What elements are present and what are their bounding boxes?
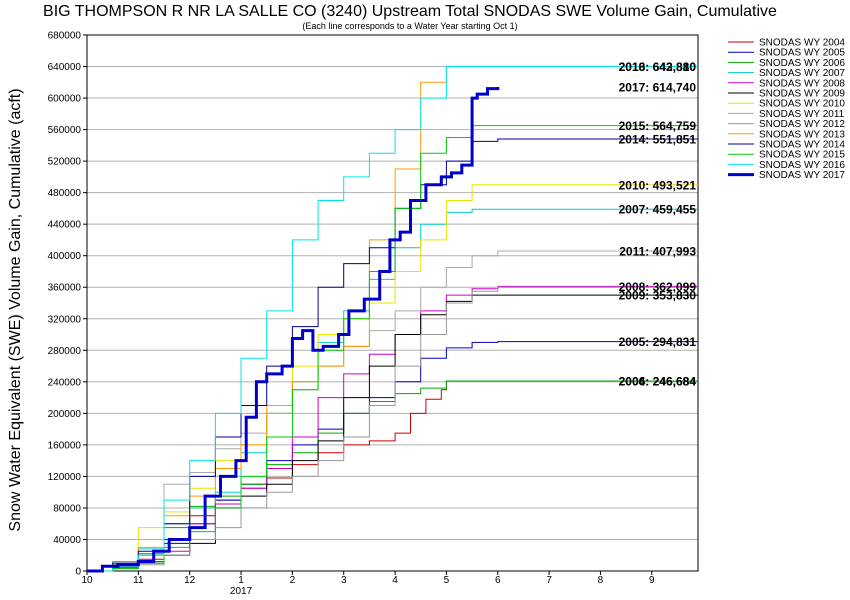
legend-label: SNODAS WY 2014 (759, 140, 845, 151)
x-tick-label: 12 (184, 575, 196, 586)
legend-label: SNODAS WY 2006 (759, 58, 845, 69)
series-end-label: 2013: 643,810 (619, 60, 697, 74)
series-line-snodas-wy-2011 (87, 250, 698, 572)
y-tick-label: 320000 (48, 314, 82, 325)
legend-label: SNODAS WY 2005 (759, 48, 845, 59)
y-tick-label: 280000 (48, 346, 82, 357)
y-tick-label: 600000 (48, 94, 82, 105)
x-tick-label: 3 (341, 575, 347, 586)
y-tick-label: 120000 (48, 472, 82, 483)
legend-label: SNODAS WY 2007 (759, 68, 845, 79)
series-end-label: 2009: 353,830 (619, 289, 697, 303)
axes: 0 40000 80000 120000 160000 200000 240000 28000… (48, 31, 699, 597)
x-tick-label: 8 (598, 575, 604, 586)
legend-label: SNODAS WY 2012 (759, 119, 845, 130)
x-tick-label: 1 (238, 575, 244, 586)
series-end-label: 2011: 407,993 (619, 244, 696, 258)
series-end-label: 2015: 564,759 (619, 119, 697, 133)
series-line-snodas-wy-2009 (87, 294, 698, 572)
y-tick-label: 0 (75, 567, 81, 578)
x-tick-label: 7 (546, 575, 552, 586)
series-line-snodas-wy-2005 (87, 341, 698, 572)
chart-subtitle: (Each line corresponds to a Water Year s… (302, 21, 517, 31)
x-tick-label: 4 (392, 575, 398, 586)
y-tick-label: 240000 (48, 377, 82, 388)
series-end-label: 2017: 614,740 (619, 81, 697, 95)
plot-frame (86, 34, 699, 572)
series-lines (87, 66, 698, 573)
series-line-snodas-wy-2008 (87, 285, 698, 572)
series-line-snodas-wy-2014 (87, 138, 698, 572)
x-tick-label: 10 (81, 575, 93, 586)
series-end-label: 2014: 551,851 (619, 133, 697, 147)
y-axis-label: Snow Water Equivalent (SWE) Volume Gain,… (7, 88, 24, 531)
series-line-snodas-wy-2016 (87, 66, 698, 572)
y-tick-label: 480000 (48, 188, 82, 199)
series-line-snodas-wy-2015 (87, 125, 698, 572)
y-tick-label: 520000 (48, 157, 82, 168)
series-line-snodas-wy-2006 (87, 380, 698, 572)
y-tick-label: 360000 (48, 283, 82, 294)
chart-title: BIG THOMPSON R NR LA SALLE CO (3240) Ups… (43, 3, 777, 20)
legend-label: SNODAS WY 2008 (759, 78, 845, 89)
y-tick-label: 640000 (48, 62, 82, 73)
x-tick-label: 9 (649, 575, 655, 586)
legend-label: SNODAS WY 2009 (759, 89, 845, 100)
series-line-snodas-wy-2013 (87, 66, 698, 572)
x-tick-label: 2 (290, 575, 296, 586)
y-tick-label: 80000 (53, 503, 81, 514)
y-tick-label: 440000 (48, 220, 82, 231)
legend-label: SNODAS WY 2010 (759, 99, 845, 110)
y-tick-label: 400000 (48, 251, 82, 262)
series-end-label: 2006: 246,684 (619, 375, 697, 389)
series-end-label: 2004: 246,684 (619, 375, 697, 389)
y-tick-label: 680000 (48, 31, 82, 42)
legend-label: SNODAS WY 2017 (759, 170, 845, 181)
series-line-snodas-wy-2017 (87, 87, 500, 573)
x-tick-label: 6 (495, 575, 501, 586)
x-tick-label: 5 (444, 575, 450, 586)
legend-label: SNODAS WY 2004 (759, 38, 845, 49)
series-end-label: 2016: 642,880 (619, 60, 697, 74)
series-line-snodas-wy-2010 (87, 184, 698, 572)
legend-label: SNODAS WY 2013 (759, 129, 845, 140)
series-line-snodas-wy-2007 (87, 208, 698, 572)
series-line-snodas-wy-2012 (87, 286, 698, 572)
legend-label: SNODAS WY 2011 (759, 109, 845, 120)
x-year-label: 2017 (230, 586, 253, 597)
y-tick-label: 560000 (48, 125, 82, 136)
y-tick-label: 200000 (48, 409, 82, 420)
series-end-label: 2008: 362,099 (619, 280, 697, 294)
y-tick-label: 160000 (48, 440, 82, 451)
series-end-label: 2005: 294,831 (619, 335, 697, 349)
legend-label: SNODAS WY 2015 (759, 150, 845, 161)
legend-label: SNODAS WY 2016 (759, 160, 845, 171)
end-labels: 2004: 246,684 2005: 294,831 2006: 246,684 2… (619, 60, 697, 389)
y-tick-label: 40000 (53, 535, 81, 546)
series-end-label: 2007: 459,455 (619, 203, 697, 217)
series-end-label: 2010: 493,521 (619, 178, 697, 192)
x-tick-label: 11 (133, 575, 144, 586)
